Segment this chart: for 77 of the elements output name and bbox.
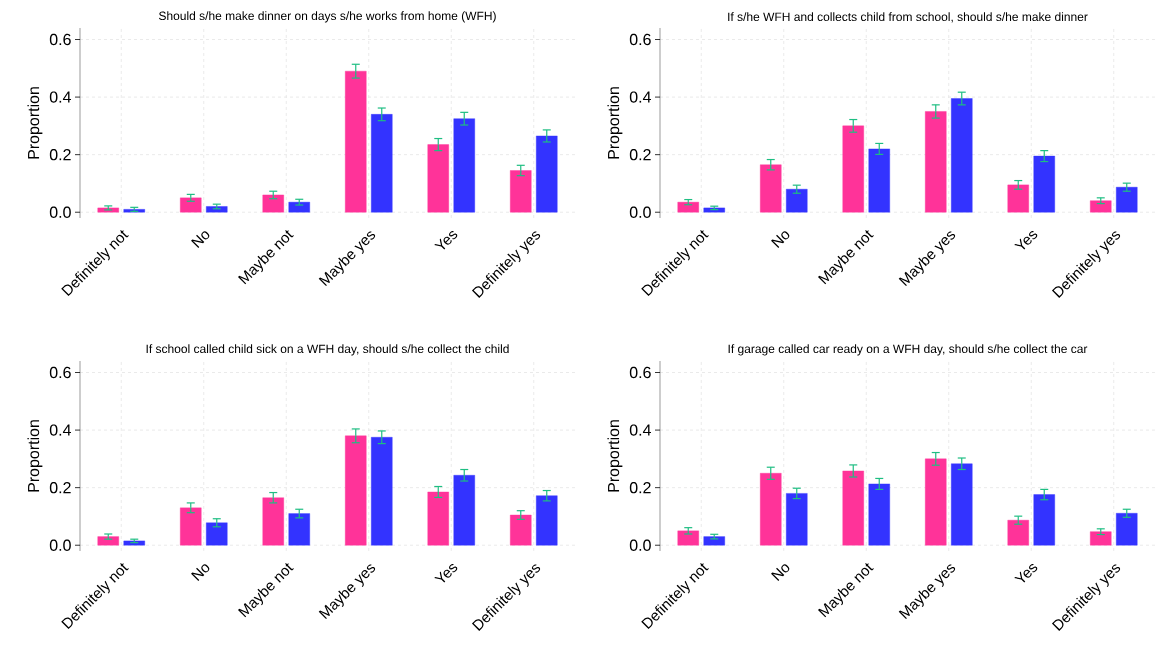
bar (677, 201, 699, 213)
y-tick-label: 0.2 (629, 482, 651, 494)
y-tick-label: 0.0 (49, 206, 71, 218)
y-axis-title: Proportion (27, 87, 43, 159)
bar (288, 513, 310, 546)
bar (1116, 186, 1138, 213)
bar (180, 197, 202, 213)
y-tick-label: 0.4 (49, 91, 71, 103)
bar (1090, 531, 1112, 546)
bar (868, 483, 890, 546)
x-tick-label: No (771, 564, 790, 581)
bar (1007, 519, 1029, 546)
bar (262, 194, 284, 213)
bar (842, 125, 864, 213)
x-tick-label: Yes (1014, 231, 1038, 250)
bar (868, 148, 890, 213)
bar (536, 135, 558, 213)
bar (262, 497, 284, 546)
bar (453, 118, 475, 213)
x-tick-label: Yes (1014, 564, 1038, 583)
bar (1033, 494, 1055, 546)
y-tick-label: 0.4 (629, 91, 651, 103)
bar (345, 435, 367, 546)
chart-title: Should s/he make dinner on days s/he works from home (WFH) (158, 11, 496, 23)
bar (951, 463, 973, 546)
bar (123, 540, 145, 546)
bar (925, 458, 947, 546)
bar (760, 473, 782, 546)
bar (510, 170, 532, 213)
bar (371, 114, 393, 213)
x-tick-label: Yes (434, 231, 458, 250)
bar (842, 470, 864, 546)
bar (371, 437, 393, 546)
bar (951, 98, 973, 213)
bar (206, 206, 228, 213)
bar (453, 475, 475, 546)
bar (703, 207, 725, 213)
bar (427, 491, 449, 546)
bar (677, 530, 699, 546)
y-tick-label: 0.6 (49, 33, 71, 46)
bar (1116, 513, 1138, 546)
bar (288, 201, 310, 213)
bar (1033, 155, 1055, 213)
bar (786, 189, 808, 213)
x-tick-label: Yes (434, 564, 458, 583)
bar (206, 522, 228, 546)
bar (1090, 200, 1112, 213)
x-tick-label: No (191, 231, 210, 248)
bar (1007, 184, 1029, 213)
y-axis-title: Proportion (27, 420, 43, 492)
chart-title: If school called child sick on a WFH day, should s/he collect the child (146, 344, 509, 356)
bar (97, 536, 119, 546)
y-tick-label: 0.0 (629, 206, 651, 218)
bar (925, 111, 947, 213)
y-tick-label: 0.6 (629, 366, 651, 379)
bar (510, 514, 532, 546)
bar (760, 164, 782, 213)
chart-title: If garage called car ready on a WFH day, should s/he collect the car (728, 344, 1088, 356)
y-tick-label: 0.2 (49, 482, 71, 494)
bar (345, 70, 367, 213)
y-axis-title: Proportion (607, 87, 623, 159)
y-tick-label: 0.2 (629, 149, 651, 161)
bar (180, 507, 202, 546)
y-tick-label: 0.0 (49, 539, 71, 551)
y-tick-label: 0.0 (629, 539, 651, 551)
y-tick-label: 0.4 (629, 424, 651, 436)
y-tick-label: 0.6 (49, 366, 71, 379)
bar (536, 495, 558, 546)
x-tick-label: No (771, 231, 790, 248)
y-tick-label: 0.2 (49, 149, 71, 161)
y-axis-title: Proportion (607, 420, 623, 492)
y-tick-label: 0.6 (629, 33, 651, 46)
bar (427, 144, 449, 213)
y-tick-label: 0.4 (49, 424, 71, 436)
chart-title: If s/he WFH and collects child from school, should s/he make dinner (728, 12, 1088, 23)
x-tick-label: No (191, 564, 210, 581)
bar (786, 493, 808, 546)
